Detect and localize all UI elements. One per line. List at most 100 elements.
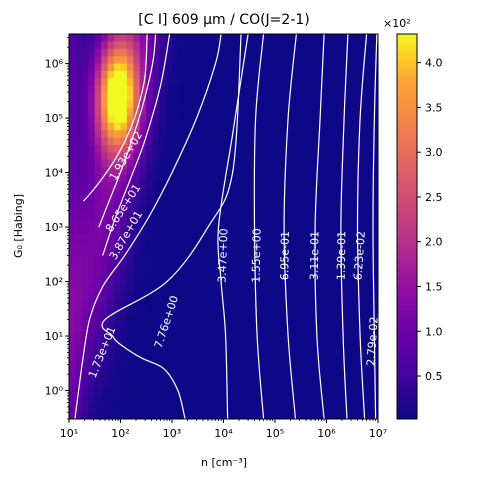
heatmap-cell [107, 315, 115, 324]
heatmap-cell [204, 233, 212, 242]
heatmap-cell [294, 256, 302, 265]
heatmap-cell [191, 233, 199, 242]
heatmap-cell [75, 108, 83, 117]
heatmap-cell [352, 315, 360, 324]
heatmap-cell [159, 359, 167, 368]
heatmap-cell [69, 300, 77, 309]
heatmap-cell [191, 285, 199, 294]
heatmap-cell [69, 41, 77, 50]
heatmap-cell [229, 233, 237, 242]
heatmap-cell [120, 145, 128, 154]
heatmap-cell [352, 285, 360, 294]
heatmap-cell [365, 48, 373, 57]
colorbar-tick-label: 2.5 [425, 191, 443, 204]
heatmap-cell [294, 219, 302, 228]
heatmap-cell [210, 256, 218, 265]
x-axis-ticks: 10¹ 10² 10³ 10⁴ 10⁵ 10⁶ 10⁷ [60, 419, 387, 440]
heatmap-cell [223, 100, 231, 109]
heatmap-cell [332, 159, 340, 168]
heatmap-cell [184, 204, 192, 213]
heatmap-cell [139, 122, 147, 131]
heatmap-cell [88, 344, 96, 353]
heatmap-cell [75, 389, 83, 398]
heatmap-cell [139, 78, 147, 87]
heatmap-cell [236, 248, 244, 257]
heatmap-cell [229, 307, 237, 316]
heatmap-cell [172, 137, 180, 146]
heatmap-cell [358, 330, 366, 339]
heatmap-cell [191, 48, 199, 57]
heatmap-cell [165, 270, 173, 279]
heatmap-cell [300, 256, 308, 265]
heatmap-cell [371, 71, 378, 80]
heatmap-cell [236, 152, 244, 161]
heatmap-cell [358, 196, 366, 205]
heatmap-cell [287, 307, 295, 316]
heatmap-cell [255, 211, 263, 220]
heatmap-cell [152, 396, 160, 405]
heatmap-cell [300, 174, 308, 183]
heatmap-cell [332, 344, 340, 353]
heatmap-cell [133, 300, 141, 309]
heatmap-cell [126, 285, 134, 294]
heatmap-cell [345, 389, 353, 398]
heatmap-cell [146, 256, 154, 265]
heatmap-cell [242, 196, 250, 205]
heatmap-cell [300, 307, 308, 316]
heatmap-cell [332, 315, 340, 324]
heatmap-cell [242, 159, 250, 168]
heatmap-cell [242, 34, 250, 42]
y-tick-label: 10² [45, 276, 63, 289]
heatmap-cell [326, 352, 334, 361]
heatmap-cell [81, 174, 89, 183]
heatmap-cell [339, 285, 347, 294]
heatmap-cell [294, 137, 302, 146]
heatmap-cell [294, 196, 302, 205]
heatmap-cell [75, 159, 83, 168]
heatmap-cell [307, 152, 315, 161]
heatmap-cell [229, 93, 237, 102]
heatmap-cell [191, 389, 199, 398]
heatmap-cell [217, 108, 225, 117]
heatmap-cell [120, 411, 128, 419]
heatmap-cell [139, 204, 147, 213]
heatmap-cell [281, 374, 289, 383]
heatmap-cell [88, 174, 96, 183]
heatmap-cell [249, 93, 257, 102]
heatmap-cell [94, 85, 102, 94]
heatmap-cell [69, 293, 77, 302]
heatmap-cell [339, 219, 347, 228]
heatmap-cell [255, 248, 263, 257]
heatmap-cell [210, 115, 218, 124]
heatmap-cell [229, 211, 237, 220]
heatmap-cell [294, 63, 302, 72]
heatmap-cell [223, 145, 231, 154]
heatmap-cell [94, 396, 102, 405]
heatmap-cell [365, 211, 373, 220]
heatmap-cell [114, 263, 122, 272]
heatmap-cell [172, 322, 180, 331]
heatmap-cell [165, 367, 173, 376]
heatmap-cell [300, 248, 308, 257]
heatmap-cell [275, 367, 283, 376]
heatmap-cell [313, 278, 321, 287]
heatmap-cell [81, 189, 89, 198]
heatmap-cell [268, 285, 276, 294]
heatmap-cell [249, 307, 257, 316]
heatmap-cell [88, 389, 96, 398]
heatmap-cell [358, 322, 366, 331]
heatmap-cell [339, 182, 347, 191]
heatmap-cell [358, 108, 366, 117]
heatmap-cell [120, 130, 128, 139]
heatmap-cell [300, 85, 308, 94]
heatmap-cell [345, 315, 353, 324]
heatmap-cell [172, 278, 180, 287]
heatmap-cell [165, 396, 173, 405]
heatmap-cell [210, 167, 218, 176]
heatmap-cell [126, 219, 134, 228]
heatmap-cell [139, 233, 147, 242]
heatmap-cell [307, 278, 315, 287]
heatmap-cell [210, 241, 218, 250]
chart-title: [C I] 609 μm / CO(J=2-1) [138, 12, 310, 28]
heatmap-cell [133, 174, 141, 183]
